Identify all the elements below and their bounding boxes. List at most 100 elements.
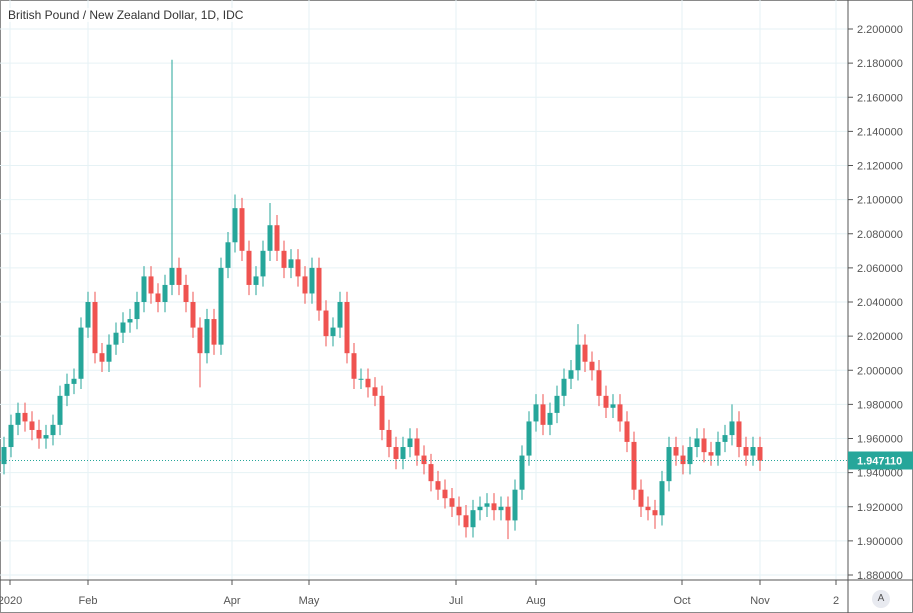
price-tick-label: 2.160000 bbox=[857, 92, 903, 104]
chart-title: British Pound / New Zealand Dollar, 1D, … bbox=[8, 8, 244, 22]
candle-body bbox=[379, 395, 385, 430]
candle-body bbox=[120, 322, 126, 333]
candle-body bbox=[176, 267, 182, 285]
candle-body bbox=[372, 387, 378, 396]
candle-body bbox=[323, 310, 329, 337]
time-tick-label: 2 bbox=[833, 595, 839, 607]
candle-body bbox=[260, 250, 266, 277]
candle-body bbox=[393, 447, 399, 459]
candle-body bbox=[736, 421, 742, 448]
candle-body bbox=[407, 438, 413, 448]
candle-body bbox=[267, 225, 273, 251]
candle-body bbox=[477, 506, 483, 511]
candle-body bbox=[1, 447, 7, 465]
candle-body bbox=[701, 438, 707, 453]
candle-body bbox=[288, 259, 294, 268]
candle-body bbox=[134, 302, 140, 320]
candle-body bbox=[421, 455, 427, 465]
candle-body bbox=[43, 435, 49, 439]
candle-body bbox=[78, 327, 84, 379]
price-tick-label: 2.140000 bbox=[857, 126, 903, 138]
candle-body bbox=[316, 267, 322, 311]
candle-body bbox=[155, 293, 161, 302]
candle-body bbox=[190, 302, 196, 328]
candle-body bbox=[295, 259, 301, 277]
price-tick-label: 1.920000 bbox=[857, 502, 903, 514]
candle-body bbox=[575, 344, 581, 371]
candle-body bbox=[64, 383, 70, 396]
candle-body bbox=[85, 302, 91, 328]
candle-body bbox=[638, 489, 644, 507]
price-tick-label: 1.980000 bbox=[857, 399, 903, 411]
candle-body bbox=[554, 395, 560, 413]
price-tick-label: 2.040000 bbox=[857, 297, 903, 309]
candle-body bbox=[113, 332, 119, 345]
price-tick-label: 1.960000 bbox=[857, 434, 903, 446]
price-tick-label: 2.080000 bbox=[857, 229, 903, 241]
candle-body bbox=[57, 395, 63, 425]
candle-body bbox=[344, 302, 350, 354]
candle-body bbox=[92, 302, 98, 354]
candle-body bbox=[141, 276, 147, 302]
price-tick-label: 1.900000 bbox=[857, 536, 903, 548]
candle-body bbox=[358, 378, 364, 380]
candle-body bbox=[645, 506, 651, 511]
price-tick-label: 1.940000 bbox=[857, 468, 903, 480]
candle-body bbox=[617, 404, 623, 422]
candle-body bbox=[715, 441, 721, 456]
price-tick-label: 2.120000 bbox=[857, 161, 903, 173]
candle-body bbox=[456, 506, 462, 516]
candle-body bbox=[386, 429, 392, 448]
candle-body bbox=[309, 267, 315, 294]
candle-body bbox=[694, 438, 700, 448]
candle-body bbox=[624, 421, 630, 442]
price-tick-label: 2.100000 bbox=[857, 195, 903, 207]
price-tick-label: 2.000000 bbox=[857, 365, 903, 377]
candle-body bbox=[428, 464, 434, 482]
price-tick-label: 2.060000 bbox=[857, 263, 903, 275]
candle-body bbox=[22, 412, 28, 422]
candle-body bbox=[162, 284, 168, 302]
candle-body bbox=[533, 404, 539, 422]
candle-body bbox=[519, 455, 525, 490]
candle-body bbox=[400, 447, 406, 459]
candle-body bbox=[127, 319, 133, 323]
candle-body bbox=[225, 242, 231, 268]
candle-body bbox=[666, 447, 672, 482]
candle-body bbox=[183, 284, 189, 302]
candle-body bbox=[253, 276, 259, 285]
candle-body bbox=[680, 455, 686, 465]
candle-body bbox=[169, 267, 175, 285]
candle-body bbox=[568, 370, 574, 379]
time-tick-label: Jul bbox=[449, 595, 463, 607]
candle-body bbox=[36, 429, 42, 439]
candle-body bbox=[204, 319, 210, 354]
candle-body bbox=[547, 412, 553, 425]
candle-body bbox=[743, 447, 749, 456]
candle-body bbox=[337, 302, 343, 328]
candle-body bbox=[484, 503, 490, 507]
price-tick-label: 1.880000 bbox=[857, 570, 903, 582]
candle-body bbox=[470, 510, 476, 528]
candle-body bbox=[561, 378, 567, 396]
candle-body bbox=[708, 452, 714, 456]
time-tick-label: May bbox=[299, 595, 320, 607]
time-tick-label: Aug bbox=[526, 595, 546, 607]
candle-body bbox=[197, 327, 203, 354]
candle-body bbox=[8, 424, 14, 448]
candle-body bbox=[442, 489, 448, 499]
candle-body bbox=[365, 378, 371, 388]
candle-body bbox=[232, 208, 238, 243]
auto-scale-button[interactable]: A bbox=[872, 590, 890, 608]
candle-body bbox=[435, 481, 441, 490]
candle-body bbox=[750, 447, 756, 456]
candle-body bbox=[281, 250, 287, 268]
candle-body bbox=[582, 344, 588, 362]
price-tick-label: 2.020000 bbox=[857, 331, 903, 343]
candle-body bbox=[526, 421, 532, 456]
candle-body bbox=[99, 353, 105, 362]
candle-body bbox=[449, 498, 455, 507]
time-tick-label: Feb bbox=[79, 595, 98, 607]
time-tick-label: 2020 bbox=[0, 595, 22, 607]
